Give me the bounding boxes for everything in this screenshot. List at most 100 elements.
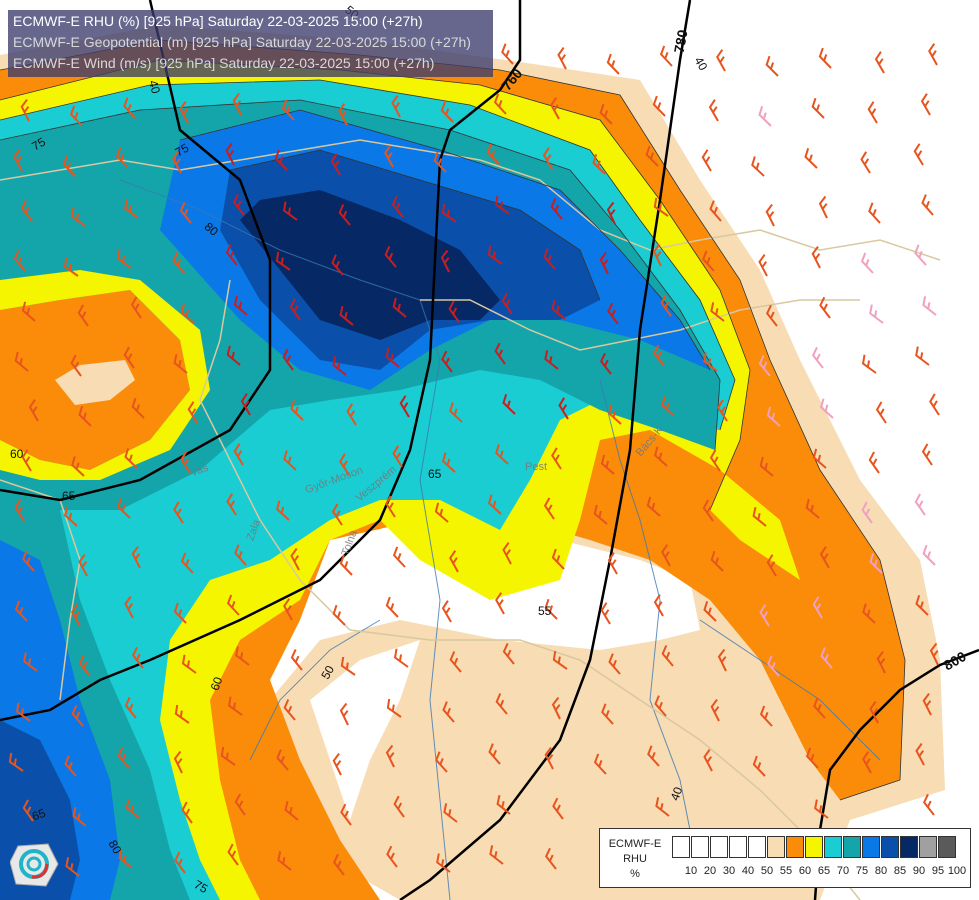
wind-barb [13,250,26,272]
legend-tick-label: 60 [798,865,812,877]
wind-barb [716,49,726,72]
legend-swatch [824,836,842,858]
wind-barb [814,799,829,819]
wind-barb [284,800,299,821]
wind-barb [875,401,887,424]
wind-barb [502,542,512,565]
wind-barb [501,43,514,65]
wind-barb [915,346,930,366]
legend-title: ECMWF-E RHU % [603,837,667,882]
wind-barb [435,751,448,773]
wind-barb [653,344,665,367]
wind-barb [449,550,459,573]
wind-barb [23,652,38,672]
legend-swatch [843,836,861,858]
wind-barb [8,752,24,772]
wind-barb [558,397,569,420]
wind-barb [71,456,85,477]
wind-barb [653,197,669,217]
legend-swatch [881,836,899,858]
wind-barb [487,494,502,515]
wind-barb [240,393,251,416]
wind-barb [124,448,138,469]
wind-barb [766,554,777,577]
wind-barb [220,746,236,766]
legend-swatch [691,836,709,858]
wind-barb [487,245,503,265]
wind-barb [921,194,934,216]
wind-barb [544,847,557,870]
legend-swatch [748,836,766,858]
legend-swatch [767,836,785,858]
wind-barb [187,401,198,424]
wind-barb [606,201,616,225]
wind-barb [496,794,511,815]
legend-swatch [938,836,956,858]
wind-barb [495,592,505,615]
wind-barb [386,845,398,868]
legend-tick-label: 30 [722,865,736,877]
wind-barb [173,353,188,374]
wind-barb [70,354,82,377]
rh-west-beige [55,360,135,405]
legend-tick-label: 90 [912,865,926,877]
legend-swatch [900,836,918,858]
wind-barb [13,149,23,172]
wind-barb [172,252,185,274]
wind-barb [117,747,130,769]
wind-barb [751,156,765,177]
wind-barb [661,645,674,667]
wind-barb [765,304,778,327]
wind-barb [493,93,507,115]
wind-barb [869,553,883,574]
wind-barb [550,198,563,220]
legend-tick-label: 55 [779,865,793,877]
wind-barb [69,105,83,127]
wind-barb [391,95,401,118]
wind-barb [862,603,876,624]
wind-barb [118,848,133,869]
rh-label-40a: 40 [692,54,711,73]
wind-barb [551,548,565,570]
wind-barb [226,493,237,516]
wind-barb [868,451,880,474]
wind-barb [232,92,242,116]
wind-barb [130,296,142,319]
wind-barb [233,295,248,316]
wind-barb [283,598,293,621]
wind-barb [70,207,86,227]
wind-barb [661,544,671,567]
wind-barb [290,649,303,671]
wind-barb [928,43,938,66]
wind-barb [125,798,140,819]
wind-barb [811,245,821,269]
wind-barb [174,851,186,874]
wind-barb [544,598,558,620]
wind-barb [64,755,77,777]
wind-barb [332,604,346,626]
wind-barb [434,502,449,523]
rh-label-60b: 60 [208,675,226,693]
legend-swatch [710,836,728,858]
wind-barb [652,95,666,117]
wind-barb [544,350,559,370]
legend-swatch [786,836,804,858]
wind-barb [551,447,562,470]
wind-barb [124,697,137,719]
wind-barb [346,403,357,426]
wind-barb [117,498,131,519]
wind-barb [543,248,556,270]
wind-barb [226,345,241,366]
wind-barb [393,648,409,668]
wind-barb [442,701,455,723]
wind-barb [440,249,450,273]
wind-barb [929,642,939,666]
wind-barb [22,799,34,822]
wind-barb [174,704,190,724]
wind-barb [501,292,513,315]
wind-barb [339,305,354,326]
legend-tick-label: 100 [947,865,967,877]
title-line-rhu: ECMWF-E RHU (%) [925 hPa] Saturday 22-03… [13,13,423,29]
wind-barb [717,399,728,422]
